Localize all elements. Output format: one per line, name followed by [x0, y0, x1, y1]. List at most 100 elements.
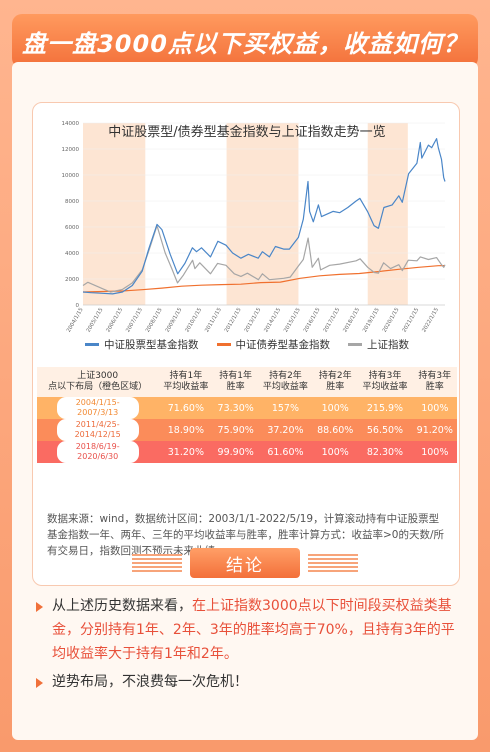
x-tick-label: 2004/1/15 [66, 307, 85, 334]
point-text: 逆势布局，不浪费每一次危机！ [52, 674, 248, 690]
table-cell: 82.30% [357, 441, 413, 463]
table-header-cell: 持有3年 平均收益率 [357, 367, 413, 397]
series-line-3 [82, 225, 446, 293]
chart-area: 0 2000 4000 6000 8000 10000 12000 14000 2004/1/1… [33, 103, 459, 365]
y-tick-label: 8000 [65, 199, 79, 205]
table-body: 2004/1/15- 2007/3/13 71.60% 73.30% 157% 100% 2… [37, 397, 457, 463]
y-tick-label: 4000 [65, 251, 79, 257]
x-tick-label: 2014/1/15 [263, 307, 282, 334]
table-cell: 215.9% [357, 397, 413, 419]
x-tick-label: 2011/1/15 [204, 307, 223, 334]
table-cell: 31.20% [158, 441, 214, 463]
table-cell: 61.60% [257, 441, 314, 463]
table-header-row: 上证3000 点以下布局（橙色区域） 持有1年 平均收益率 持有1年 胜率 持有2年 平均收益… [37, 367, 457, 397]
x-tick-label: 2013/1/15 [244, 307, 263, 334]
period-cell: 2011/4/25- 2014/12/15 [37, 419, 159, 441]
conclusion-label: 结论 [190, 548, 300, 578]
x-tick-label: 2016/1/15 [303, 307, 322, 334]
x-tick-label: 2022/1/15 [421, 307, 440, 334]
x-tick-label: 2012/1/15 [224, 307, 243, 334]
conclusion-point-1: 从上述历史数据来看，在上证指数3000点以下时间段买权益类基金，分别持有1年、2… [36, 594, 456, 666]
x-tick-label: 2008/1/15 [145, 307, 164, 334]
table-cell: 18.90% [158, 419, 214, 441]
period-badge: 2004/1/15- 2007/3/13 [56, 397, 139, 419]
x-tick-label: 2007/1/15 [125, 307, 144, 334]
period-cell: 2018/6/19- 2020/6/30 [37, 441, 159, 463]
shaded-period-1 [83, 123, 146, 305]
conclusion-header: 结论 [132, 548, 358, 578]
source-note: 数据来源：wind，数据统计区间：2003/1/1-2022/5/19，计算滚动… [47, 513, 445, 557]
y-tick-label: 12000 [62, 147, 80, 153]
table-cell: 37.20% [257, 419, 314, 441]
table-cell: 99.90% [213, 441, 258, 463]
table-header-cell: 上证3000 点以下布局（橙色区域） [37, 367, 159, 397]
table-cell: 100% [313, 397, 358, 419]
x-tick-label: 2009/1/15 [165, 307, 184, 334]
table-header-cell: 持有2年 胜率 [313, 367, 358, 397]
y-tick-label: 6000 [65, 225, 79, 231]
series-line-1 [82, 138, 446, 295]
table-cell: 100% [412, 441, 457, 463]
chart-card: 0 2000 4000 6000 8000 10000 12000 14000 2004/1/1… [32, 102, 460, 586]
table-cell: 56.50% [357, 419, 413, 441]
legend-swatch [216, 343, 231, 346]
table-cell: 100% [412, 397, 457, 419]
chart-legend: 中证股票型基金指数 中证债券型基金指数 上证指数 [33, 337, 459, 352]
x-tick-label: 2015/1/15 [283, 307, 302, 334]
table-cell: 88.60% [313, 419, 358, 441]
x-tick-label: 2021/1/15 [402, 307, 421, 334]
conclusion-points: 从上述历史数据来看，在上证指数3000点以下时间段买权益类基金，分别持有1年、2… [36, 594, 456, 698]
triangle-bullet-icon [36, 678, 43, 688]
series-line-2 [82, 265, 446, 293]
table-cell: 91.20% [412, 419, 457, 441]
x-tick-label: 2018/1/15 [342, 307, 361, 334]
conclusion-point-2: 逆势布局，不浪费每一次危机！ [36, 670, 456, 694]
period-badge: 2011/4/25- 2014/12/15 [56, 419, 139, 441]
table-header-cell: 持有2年 平均收益率 [257, 367, 314, 397]
chart-title: 中证股票型/债券型基金指数与上证指数走势一览 [108, 125, 386, 140]
y-tick-label: 14000 [62, 121, 80, 127]
x-tick-label: 2017/1/15 [323, 307, 342, 334]
table-header-cell: 持有1年 胜率 [213, 367, 258, 397]
stripe-decoration-left [132, 554, 182, 572]
line-chart: 0 2000 4000 6000 8000 10000 12000 14000 2004/1/1… [62, 121, 446, 334]
y-tick-label: 2000 [65, 277, 79, 283]
y-tick-label: 0 [76, 303, 80, 309]
period-cell: 2004/1/15- 2007/3/13 [37, 397, 159, 419]
legend-label: 中证股票型基金指数 [104, 339, 199, 351]
x-tick-label: 2019/1/15 [362, 307, 381, 334]
legend-item-1: 中证股票型基金指数 [85, 337, 199, 352]
stripe-decoration-right [308, 554, 358, 572]
legend-label: 中证债券型基金指数 [235, 339, 331, 351]
legend-item-2: 中证债券型基金指数 [216, 337, 331, 352]
x-tick-label: 2006/1/15 [105, 307, 124, 334]
x-tick-label: 2020/1/15 [382, 307, 401, 334]
point-highlight: 在上证指数3000点以下时间段买权益类基金，分别持有1年、2年、3年的胜率均高于… [52, 598, 455, 662]
x-tick-label: 2010/1/15 [184, 307, 203, 334]
title-banner: 盘一盘3000点以下买权益，收益如何？ [12, 14, 478, 68]
table-header-cell: 持有3年 胜率 [412, 367, 457, 397]
shaded-period-3 [367, 123, 408, 305]
page-title: 盘一盘3000点以下买权益，收益如何？ [22, 29, 468, 58]
content-panel: 0 2000 4000 6000 8000 10000 12000 14000 2004/1/1… [12, 62, 478, 740]
table-cell: 71.60% [158, 397, 214, 419]
table-row: 2011/4/25- 2014/12/15 18.90% 75.90% 37.20% 88… [37, 419, 457, 441]
y-tick-label: 10000 [62, 173, 80, 179]
table-row: 2018/6/19- 2020/6/30 31.20% 99.90% 61.60% 100… [37, 441, 457, 463]
table-cell: 73.30% [213, 397, 258, 419]
legend-swatch [85, 343, 99, 346]
triangle-bullet-icon [36, 602, 43, 612]
legend-item-3: 上证指数 [348, 337, 409, 352]
legend-swatch [348, 343, 362, 346]
table-cell: 100% [313, 441, 358, 463]
x-tick-label: 2005/1/15 [86, 307, 105, 334]
table-header-cell: 持有1年 平均收益率 [158, 367, 214, 397]
stats-table: 上证3000 点以下布局（橙色区域） 持有1年 平均收益率 持有1年 胜率 持有2年 平均收益… [37, 367, 457, 463]
legend-label: 上证指数 [367, 339, 409, 351]
table-row: 2004/1/15- 2007/3/13 71.60% 73.30% 157% 100% 2… [37, 397, 457, 419]
table-cell: 157% [257, 397, 314, 419]
period-badge: 2018/6/19- 2020/6/30 [56, 441, 139, 463]
point-text: 从上述历史数据来看， [52, 598, 192, 614]
table-cell: 75.90% [213, 419, 258, 441]
